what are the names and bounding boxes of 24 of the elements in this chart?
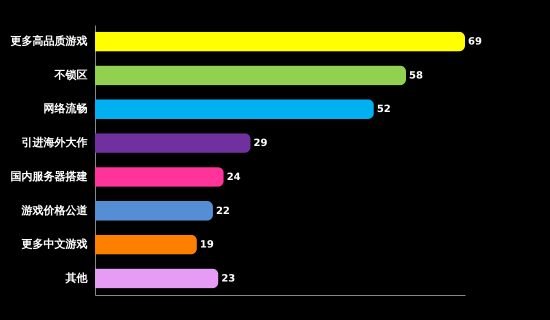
bar	[95, 133, 251, 153]
data-label: 29	[254, 138, 268, 150]
data-label: 19	[200, 240, 214, 251]
y-tick-label: 引进海外大作	[22, 136, 88, 150]
data-label: 23	[221, 273, 236, 284]
bar	[95, 99, 374, 120]
y-tick-label: 其他	[64, 271, 88, 284]
data-label: 58	[409, 70, 423, 82]
y-tick-label: 网络流畅	[44, 102, 88, 116]
data-label: 22	[216, 206, 230, 217]
data-label: 52	[376, 104, 391, 116]
y-tick-label: 游戏价格公道	[20, 204, 88, 217]
y-tick-label: 不锁区	[54, 68, 88, 82]
bar	[95, 200, 213, 221]
bar	[95, 32, 465, 52]
bar	[95, 234, 197, 254]
y-tick-label: 国内服务器搭建	[10, 170, 88, 183]
y-tick-label: 更多高品质游戏	[10, 34, 88, 48]
bar	[95, 66, 406, 86]
bar	[95, 167, 224, 187]
bar	[95, 268, 218, 288]
data-label: 69	[468, 36, 482, 48]
y-tick-label: 更多中文游戏	[22, 238, 88, 251]
data-label: 24	[226, 172, 241, 183]
